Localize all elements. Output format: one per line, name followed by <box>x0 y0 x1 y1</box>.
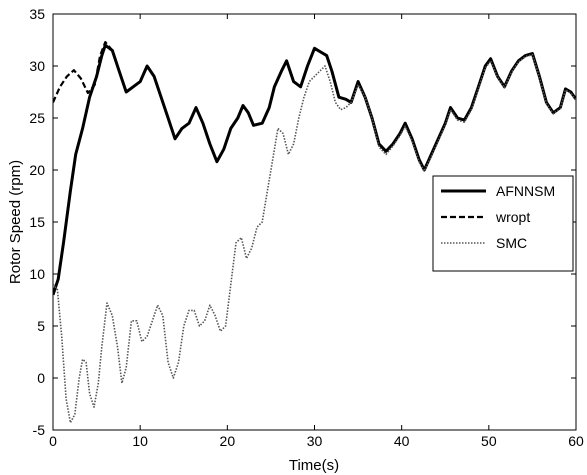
y-tick-label: 0 <box>37 370 45 386</box>
y-tick-label: 5 <box>37 318 45 334</box>
y-tick-label: 15 <box>29 214 45 230</box>
y-tick-label: -5 <box>33 422 46 438</box>
legend: AFNNSM wropt SMC <box>432 175 574 272</box>
series-lines <box>53 41 576 424</box>
series-line-smc <box>53 53 576 424</box>
y-tick-label: 35 <box>29 6 45 22</box>
y-axis-title: Rotor Speed (rpm) <box>7 160 24 284</box>
x-tick-label: 30 <box>307 433 323 449</box>
legend-label-wropt: wropt <box>495 209 530 225</box>
x-tick-label: 50 <box>481 433 497 449</box>
legend-label-afnnsm: AFNNSM <box>496 183 555 199</box>
x-tick-label: 0 <box>49 433 57 449</box>
legend-label-smc: SMC <box>496 235 527 251</box>
x-axis-title: Time(s) <box>289 457 339 474</box>
y-tick-label: 10 <box>29 266 45 282</box>
x-tick-label: 20 <box>220 433 236 449</box>
x-tick-label: 60 <box>568 433 584 449</box>
x-tick-label: 10 <box>132 433 148 449</box>
x-tick-label: 40 <box>394 433 410 449</box>
y-tick-label: 30 <box>29 58 45 74</box>
y-tick-label: 25 <box>29 110 45 126</box>
series-line-wropt <box>53 41 576 172</box>
y-tick-label: 20 <box>29 162 45 178</box>
